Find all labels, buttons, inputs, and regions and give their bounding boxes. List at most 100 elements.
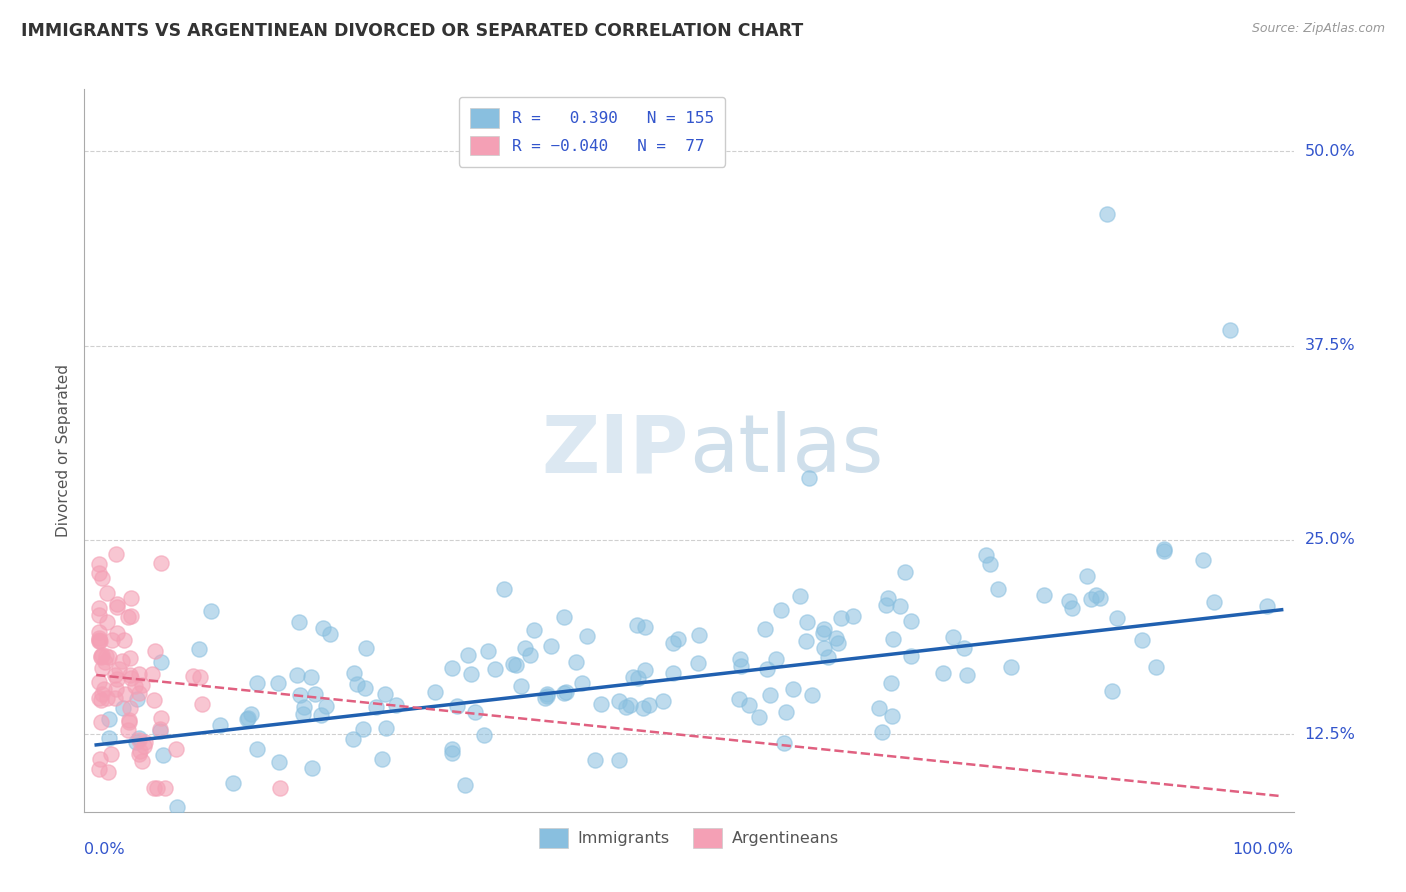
- Point: [509, 679, 531, 693]
- Point: [94, 649, 117, 664]
- Point: [105, 599, 128, 614]
- Text: IMMIGRANTS VS ARGENTINEAN DIVORCED OR SEPARATED CORRELATION CHART: IMMIGRANTS VS ARGENTINEAN DIVORCED OR SE…: [21, 22, 803, 40]
- Point: [90, 714, 112, 729]
- Point: [101, 632, 124, 647]
- Point: [343, 666, 366, 681]
- Text: 25.0%: 25.0%: [1305, 533, 1355, 548]
- Point: [824, 631, 846, 645]
- Point: [728, 691, 751, 706]
- Point: [627, 671, 650, 685]
- Point: [112, 633, 135, 648]
- Point: [1033, 588, 1056, 602]
- Point: [1192, 553, 1215, 567]
- Point: [107, 625, 129, 640]
- Point: [96, 615, 118, 629]
- Point: [267, 676, 290, 690]
- Point: [356, 640, 378, 655]
- Point: [782, 681, 804, 696]
- Point: [90, 692, 112, 706]
- Text: atlas: atlas: [689, 411, 883, 490]
- Point: [124, 680, 146, 694]
- Point: [555, 685, 578, 699]
- Point: [89, 690, 111, 705]
- Point: [96, 585, 118, 599]
- Point: [769, 603, 792, 617]
- Point: [134, 735, 156, 749]
- Point: [440, 661, 463, 675]
- Point: [200, 604, 222, 618]
- Point: [880, 676, 903, 690]
- Point: [149, 556, 172, 570]
- Point: [759, 688, 782, 702]
- Point: [813, 640, 835, 655]
- Point: [800, 688, 823, 702]
- Point: [877, 591, 900, 605]
- Point: [789, 589, 811, 603]
- Point: [97, 649, 120, 664]
- Point: [817, 650, 839, 665]
- Point: [288, 615, 311, 629]
- Point: [152, 748, 174, 763]
- Text: 50.0%: 50.0%: [1305, 144, 1355, 159]
- Point: [882, 632, 904, 647]
- Point: [1101, 684, 1123, 698]
- Point: [120, 608, 142, 623]
- Point: [128, 747, 150, 761]
- Point: [1076, 568, 1098, 582]
- Point: [870, 724, 893, 739]
- Point: [1256, 599, 1278, 613]
- Legend: Immigrants, Argentineans: Immigrants, Argentineans: [533, 822, 845, 855]
- Point: [165, 742, 187, 756]
- Point: [127, 692, 149, 706]
- Point: [105, 672, 128, 686]
- Point: [748, 710, 770, 724]
- Point: [728, 652, 751, 666]
- Text: 0.0%: 0.0%: [84, 842, 125, 857]
- Point: [900, 615, 922, 629]
- Point: [952, 640, 974, 655]
- Point: [128, 686, 150, 700]
- Point: [114, 688, 136, 702]
- Point: [87, 633, 110, 648]
- Point: [104, 681, 127, 696]
- Point: [575, 629, 598, 643]
- Point: [209, 718, 232, 732]
- Point: [374, 687, 396, 701]
- Point: [166, 800, 188, 814]
- Point: [267, 755, 290, 769]
- Point: [638, 698, 661, 713]
- Point: [285, 667, 308, 681]
- Point: [799, 470, 821, 484]
- Point: [955, 668, 977, 682]
- Point: [666, 632, 689, 647]
- Point: [1153, 542, 1175, 557]
- Point: [87, 601, 110, 615]
- Point: [288, 688, 311, 702]
- Point: [591, 697, 613, 711]
- Point: [245, 742, 267, 756]
- Point: [513, 640, 536, 655]
- Point: [132, 739, 155, 754]
- Point: [454, 778, 477, 792]
- Point: [120, 671, 142, 685]
- Point: [1153, 544, 1175, 558]
- Point: [236, 712, 259, 726]
- Point: [111, 654, 134, 668]
- Point: [97, 765, 120, 780]
- Point: [149, 724, 172, 739]
- Point: [796, 615, 818, 629]
- Point: [423, 684, 446, 698]
- Point: [484, 662, 506, 676]
- Point: [246, 676, 269, 690]
- Point: [352, 722, 374, 736]
- Point: [87, 625, 110, 640]
- Point: [621, 670, 644, 684]
- Point: [90, 571, 112, 585]
- Point: [104, 667, 127, 681]
- Point: [631, 701, 654, 715]
- Point: [619, 698, 641, 712]
- Point: [477, 643, 499, 657]
- Point: [364, 699, 387, 714]
- Point: [149, 711, 172, 725]
- Point: [292, 699, 315, 714]
